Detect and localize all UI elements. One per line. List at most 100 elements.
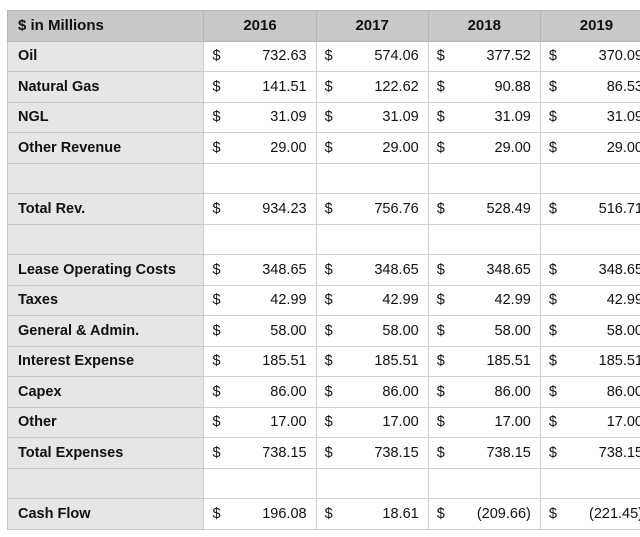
value-cell[interactable]: $756.76: [315, 193, 429, 225]
value-cell[interactable]: $348.65: [427, 254, 541, 286]
value-cell[interactable]: $42.99: [427, 284, 541, 316]
cell-value: 528.49: [486, 200, 531, 217]
empty-cell[interactable]: [203, 162, 317, 194]
value-cell[interactable]: $42.99: [539, 284, 640, 316]
year-header-cell[interactable]: 2018: [427, 10, 541, 42]
year-header-cell[interactable]: 2017: [315, 10, 429, 42]
value-cell[interactable]: $58.00: [203, 315, 317, 347]
row-label-cell[interactable]: [6, 162, 205, 194]
value-cell[interactable]: $141.51: [203, 71, 317, 103]
empty-cell[interactable]: [539, 223, 640, 255]
table-body: Oil $732.63 $574.06 $377.52 $370.09 Natural G…: [6, 40, 640, 530]
value-cell[interactable]: $934.23: [203, 193, 317, 225]
value-cell[interactable]: $58.00: [427, 315, 541, 347]
row-label-cell[interactable]: Other: [6, 406, 205, 438]
value-cell[interactable]: $516.71: [539, 193, 640, 225]
row-label-cell[interactable]: [6, 467, 205, 499]
row-label-cell[interactable]: Oil: [6, 40, 205, 72]
empty-cell[interactable]: [427, 467, 541, 499]
empty-cell[interactable]: [315, 223, 429, 255]
value-cell[interactable]: $86.53: [539, 71, 640, 103]
cell-value: 86.00: [382, 383, 419, 400]
value-cell[interactable]: $ (209.66): [427, 498, 541, 530]
table-row: [6, 223, 640, 255]
value-cell[interactable]: $738.15: [539, 437, 640, 469]
value-cell[interactable]: $29.00: [203, 132, 317, 164]
row-label-cell[interactable]: Capex: [6, 376, 205, 408]
value-cell[interactable]: $185.51: [203, 345, 317, 377]
value-cell[interactable]: $90.88: [427, 71, 541, 103]
row-label-cell[interactable]: Lease Operating Costs: [6, 254, 205, 286]
cell-value: 370.09: [598, 48, 640, 65]
cell-value: 29.00: [382, 139, 419, 156]
value-cell[interactable]: $17.00: [315, 406, 429, 438]
currency-symbol: $: [212, 48, 221, 65]
row-label-cell[interactable]: Total Rev.: [6, 193, 205, 225]
value-cell[interactable]: $86.00: [203, 376, 317, 408]
year-header-cell[interactable]: 2016: [203, 10, 317, 42]
value-cell[interactable]: $31.09: [203, 101, 317, 133]
value-cell[interactable]: $377.52: [427, 40, 541, 72]
value-cell[interactable]: $29.00: [315, 132, 429, 164]
row-label-cell[interactable]: NGL: [6, 101, 205, 133]
row-label-cell[interactable]: [6, 223, 205, 255]
value-cell[interactable]: $732.63: [203, 40, 317, 72]
empty-cell[interactable]: [203, 223, 317, 255]
table-row: Other Revenue $29.00 $29.00 $29.00 $29.00: [6, 132, 640, 164]
value-cell[interactable]: $17.00: [427, 406, 541, 438]
value-cell[interactable]: $86.00: [315, 376, 429, 408]
value-cell[interactable]: $86.00: [539, 376, 640, 408]
value-cell[interactable]: $185.51: [315, 345, 429, 377]
value-cell[interactable]: $528.49: [427, 193, 541, 225]
row-label-cell[interactable]: Taxes: [6, 284, 205, 316]
empty-cell[interactable]: [315, 467, 429, 499]
value-cell[interactable]: $58.00: [315, 315, 429, 347]
value-cell[interactable]: $18.61: [315, 498, 429, 530]
value-cell[interactable]: $31.09: [539, 101, 640, 133]
value-cell[interactable]: $ (221.45): [539, 498, 640, 530]
value-cell[interactable]: $17.00: [539, 406, 640, 438]
currency-symbol: $: [436, 139, 445, 156]
row-label-cell[interactable]: Total Expenses: [6, 437, 205, 469]
value-cell[interactable]: $370.09: [539, 40, 640, 72]
value-cell[interactable]: $29.00: [427, 132, 541, 164]
value-cell[interactable]: $17.00: [203, 406, 317, 438]
value-cell[interactable]: $42.99: [315, 284, 429, 316]
value-cell[interactable]: $574.06: [315, 40, 429, 72]
cell-value: 141.51: [262, 78, 307, 95]
value-cell[interactable]: $31.09: [315, 101, 429, 133]
row-label-cell[interactable]: Interest Expense: [6, 345, 205, 377]
value-cell[interactable]: $196.08: [203, 498, 317, 530]
value-cell[interactable]: $348.65: [203, 254, 317, 286]
row-label-cell[interactable]: Other Revenue: [6, 132, 205, 164]
value-cell[interactable]: $86.00: [427, 376, 541, 408]
value-cell[interactable]: $348.65: [539, 254, 640, 286]
year-header-cell[interactable]: 2019: [539, 10, 640, 42]
value-cell[interactable]: $738.15: [427, 437, 541, 469]
value-cell[interactable]: $738.15: [315, 437, 429, 469]
currency-symbol: $: [548, 261, 557, 278]
value-cell[interactable]: $29.00: [539, 132, 640, 164]
row-label-cell[interactable]: Cash Flow: [6, 498, 205, 530]
value-cell[interactable]: $185.51: [427, 345, 541, 377]
row-label-cell[interactable]: Natural Gas: [6, 71, 205, 103]
empty-cell[interactable]: [427, 162, 541, 194]
value-cell[interactable]: $58.00: [539, 315, 640, 347]
value-cell[interactable]: $122.62: [315, 71, 429, 103]
corner-header-cell[interactable]: $ in Millions: [6, 10, 205, 42]
value-cell[interactable]: $348.65: [315, 254, 429, 286]
table-row: Cash Flow $196.08 $18.61 $ (209.66) $ (221.45): [6, 498, 640, 530]
value-cell[interactable]: $42.99: [203, 284, 317, 316]
empty-cell[interactable]: [315, 162, 429, 194]
row-label-cell[interactable]: General & Admin.: [6, 315, 205, 347]
value-cell[interactable]: $31.09: [427, 101, 541, 133]
value-cell[interactable]: $738.15: [203, 437, 317, 469]
empty-cell[interactable]: [427, 223, 541, 255]
empty-cell[interactable]: [539, 467, 640, 499]
currency-symbol: $: [548, 78, 557, 95]
empty-cell[interactable]: [203, 467, 317, 499]
empty-cell[interactable]: [539, 162, 640, 194]
currency-symbol: $: [436, 261, 445, 278]
value-cell[interactable]: $185.51: [539, 345, 640, 377]
header-row: $ in Millions 2016 2017 2018 2019: [6, 10, 640, 42]
